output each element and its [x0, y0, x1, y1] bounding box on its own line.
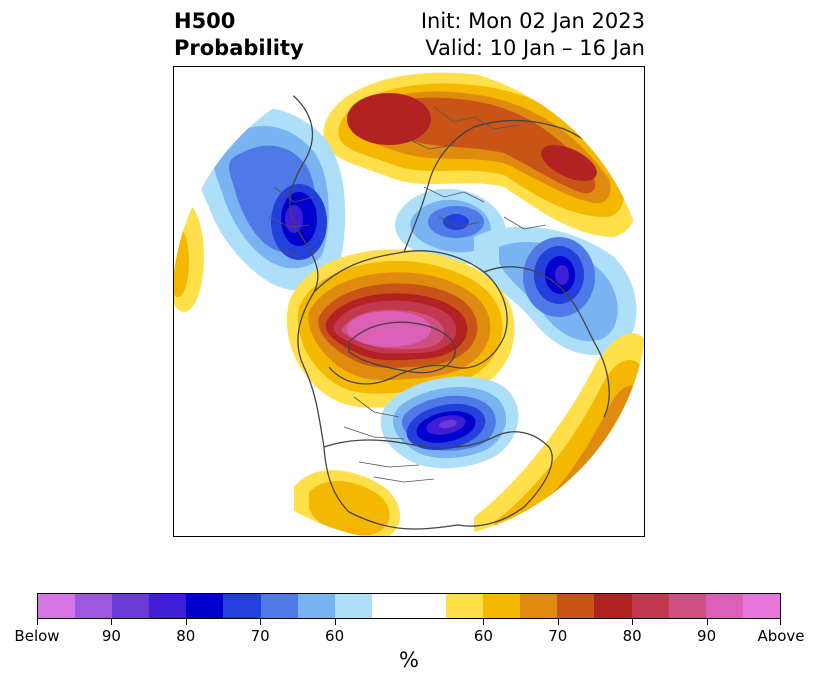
colorbar-tick-label: 80 [622, 627, 642, 645]
colorbar-segment [594, 594, 632, 618]
colorbar-segment [446, 594, 484, 618]
colorbar-tick-label: 80 [176, 627, 196, 645]
colorbar-tick-label: 60 [325, 627, 345, 645]
colorbar-tick-label: 60 [473, 627, 493, 645]
colorbar-tick [483, 619, 484, 625]
colorbar-tick [335, 619, 336, 625]
political-boundaries [268, 106, 547, 483]
coastlines [288, 91, 630, 530]
colorbar-segment [668, 594, 706, 618]
colorbar-segment [38, 594, 76, 618]
colorbar-tick-label: Above [757, 627, 805, 645]
colorbar-tick-label: 70 [548, 627, 568, 645]
map-title: H500 Probability [174, 8, 304, 62]
valid-range: Valid: 10 Jan – 16 Jan [425, 36, 645, 60]
anomaly-below-north-america [380, 376, 519, 469]
colorbar-segment [631, 594, 669, 618]
colorbar-tick [558, 619, 559, 625]
colorbar-segment [112, 594, 150, 618]
colorbar-tick [780, 619, 781, 625]
colorbar-segment [742, 594, 780, 618]
colorbar-tick-label: 70 [250, 627, 270, 645]
colorbar-segment [297, 594, 335, 618]
probability-map [173, 66, 645, 537]
colorbar [37, 593, 781, 619]
anomaly-below-east-asia [474, 226, 637, 356]
colorbar-tick [707, 619, 708, 625]
title-variable: H500 [174, 9, 236, 33]
colorbar-segment [520, 594, 558, 618]
colorbar-tick-label: 90 [697, 627, 717, 645]
colorbar-segment [149, 594, 187, 618]
colorbar-segment [557, 594, 595, 618]
colorbar-segment [371, 594, 409, 618]
colorbar-tick-label: 90 [101, 627, 121, 645]
map-dates: Init: Mon 02 Jan 2023 Valid: 10 Jan – 16… [421, 8, 645, 62]
colorbar-segment [186, 594, 224, 618]
colorbar-segment [260, 594, 298, 618]
colorbar-tick [37, 619, 38, 625]
polar-map-svg [174, 67, 644, 536]
colorbar-tick-label: Below [14, 627, 60, 645]
colorbar-tick [186, 619, 187, 625]
colorbar-tick [632, 619, 633, 625]
colorbar-segment [75, 594, 113, 618]
anomaly-above-west-edge [174, 202, 204, 312]
colorbar-tick [111, 619, 112, 625]
colorbar-segment [223, 594, 261, 618]
colorbar-segment [408, 594, 447, 618]
colorbar-tick [260, 619, 261, 625]
colorbar-segment [705, 594, 743, 618]
colorbar-unit-label: % [399, 648, 419, 672]
colorbar-segment [483, 594, 521, 618]
init-date: Init: Mon 02 Jan 2023 [420, 9, 645, 33]
colorbar-segment [334, 594, 372, 618]
title-product: Probability [174, 36, 304, 60]
